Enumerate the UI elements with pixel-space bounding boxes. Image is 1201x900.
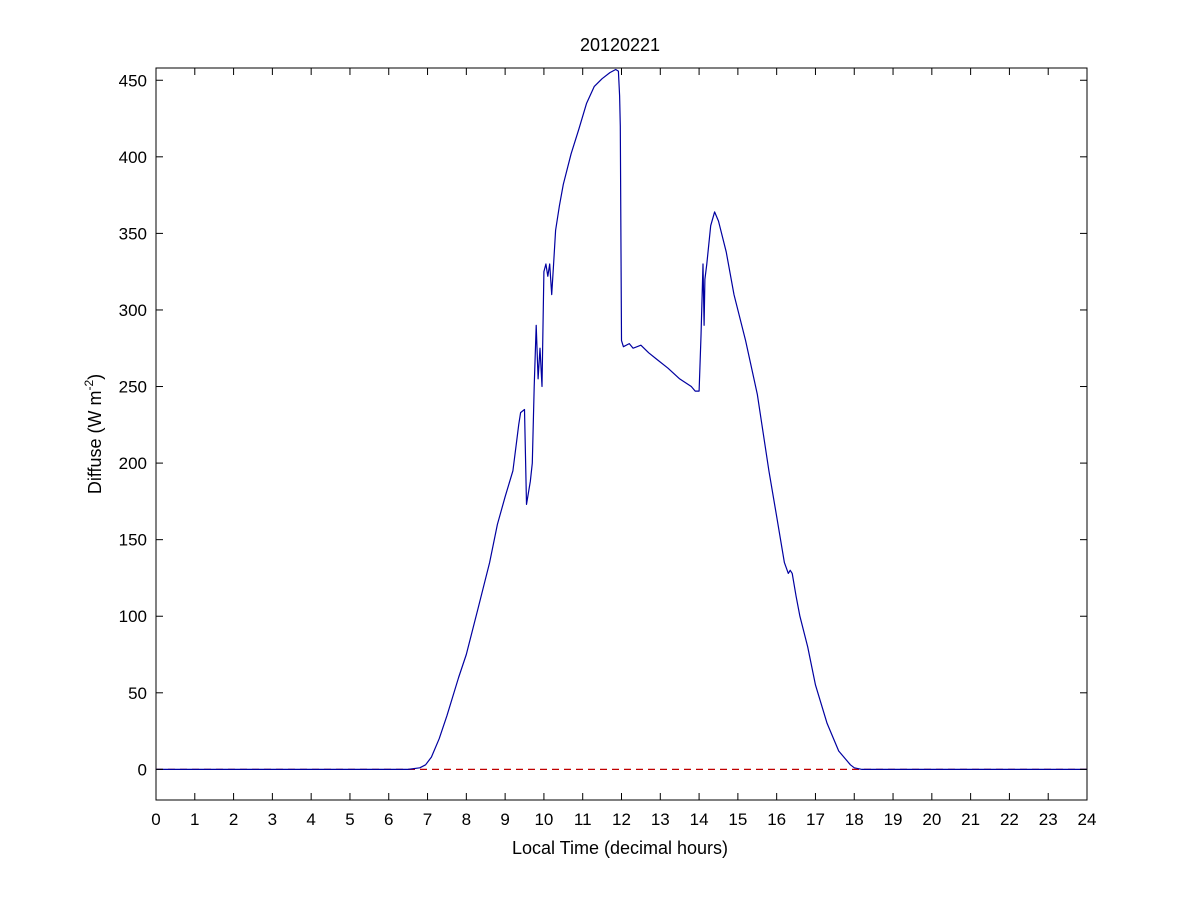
x-tick-label: 18: [845, 810, 864, 829]
y-tick-label: 50: [128, 684, 147, 703]
y-tick-label: 250: [119, 378, 147, 397]
x-tick-label: 7: [423, 810, 432, 829]
x-tick-label: 4: [306, 810, 315, 829]
y-tick-label: 100: [119, 607, 147, 626]
y-axis-label-exponent: -2: [82, 379, 96, 390]
y-axis-label-main: Diffuse (W m: [85, 390, 105, 494]
y-tick-label: 200: [119, 454, 147, 473]
x-tick-label: 19: [884, 810, 903, 829]
x-axis-label: Local Time (decimal hours): [512, 838, 728, 858]
axes-box: [155, 67, 1088, 801]
x-tick-label: 15: [728, 810, 747, 829]
x-tick-label: 8: [462, 810, 471, 829]
x-tick-label: 22: [1000, 810, 1019, 829]
x-tick-label: 5: [345, 810, 354, 829]
x-tick-label: 3: [268, 810, 277, 829]
x-tick-label: 24: [1078, 810, 1097, 829]
x-tick-label: 1: [190, 810, 199, 829]
chart-title: 20120221: [580, 35, 660, 55]
diffuse-series-line: [156, 68, 1087, 771]
plot-area: [155, 67, 1088, 801]
x-tick-label: 21: [961, 810, 980, 829]
x-tick-label: 20: [922, 810, 941, 829]
y-tick-label: 350: [119, 224, 147, 243]
x-tick-label: 10: [534, 810, 553, 829]
x-tick-label: 23: [1039, 810, 1058, 829]
x-tick-label: 12: [612, 810, 631, 829]
y-axis: 0 50 100 150 200 250 300 350 400 450: [119, 71, 1087, 779]
x-tick-label: 16: [767, 810, 786, 829]
x-tick-label: 13: [651, 810, 670, 829]
y-tick-label: 300: [119, 301, 147, 320]
x-tick-label: 2: [229, 810, 238, 829]
x-tick-label: 9: [500, 810, 509, 829]
y-tick-label: 150: [119, 531, 147, 550]
y-tick-label: 400: [119, 148, 147, 167]
y-axis-label: Diffuse (W m-2): [82, 374, 105, 494]
y-tick-label: 0: [138, 760, 147, 779]
x-tick-label: 6: [384, 810, 393, 829]
x-tick-label: 14: [690, 810, 709, 829]
x-tick-label: 0: [151, 810, 160, 829]
y-tick-label: 450: [119, 71, 147, 90]
x-tick-label: 11: [574, 810, 592, 829]
x-tick-label: 17: [806, 810, 825, 829]
x-axis: 0 1 2 3 4 5 6 7 8 9 10 11 12 13 14 15 16 17 18 19 20 21 22 23 24: [151, 68, 1096, 829]
y-axis-label-close: ): [85, 374, 105, 380]
